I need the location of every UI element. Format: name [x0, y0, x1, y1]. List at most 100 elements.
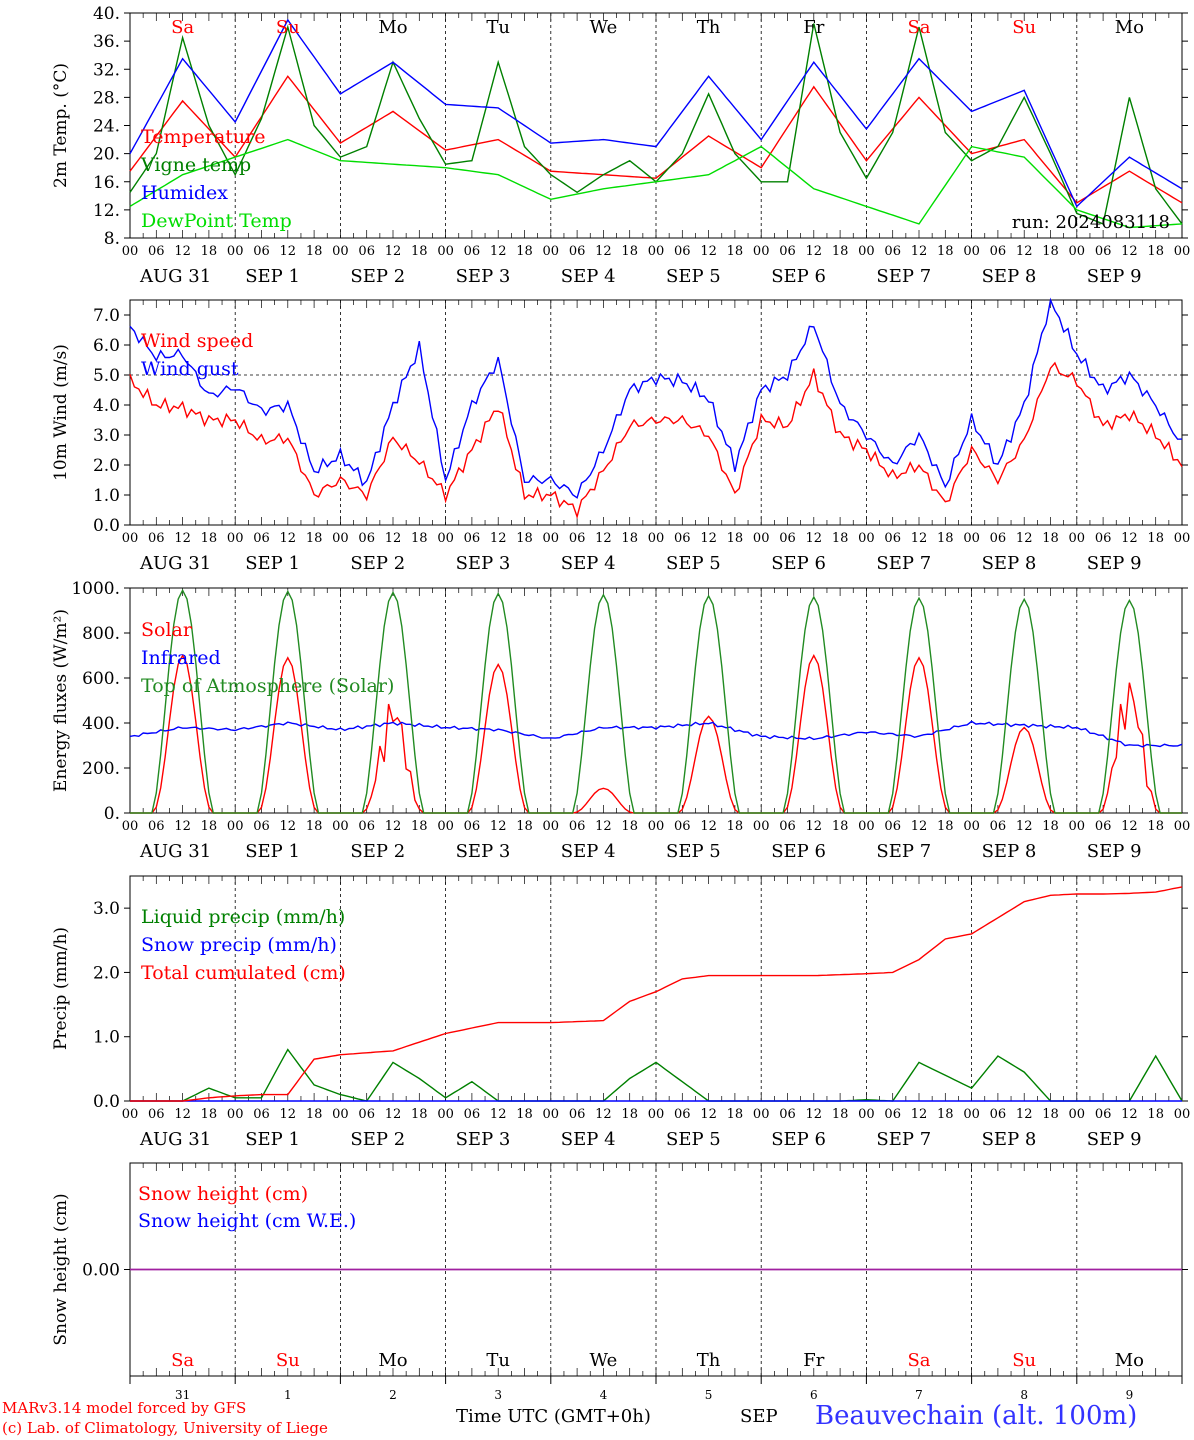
hour-tick-label: 12	[595, 1107, 612, 1122]
hour-tick-label: 06	[990, 244, 1007, 259]
date-label: SEP 2	[350, 1129, 405, 1150]
hour-tick-label: 06	[674, 1107, 691, 1122]
date-label: SEP 9	[1087, 266, 1142, 287]
y-axis-label: 2m Temp. (°C)	[51, 63, 71, 188]
y-axis-label: Energy fluxes (W/m²)	[51, 609, 71, 792]
hour-tick-label: 00	[648, 819, 665, 834]
legend-entry: Infrared	[141, 647, 221, 669]
y-tick-label: 32.	[93, 60, 120, 80]
hour-tick-label: 00	[437, 1107, 454, 1122]
weekday-label: Su	[1012, 1350, 1036, 1371]
hour-tick-label: 18	[411, 1107, 428, 1122]
legend-entry: Temperature	[141, 126, 265, 148]
legend-entry: Total cumulated (cm)	[141, 962, 346, 984]
hour-tick-label: 06	[779, 531, 796, 546]
hour-tick-label: 06	[884, 244, 901, 259]
date-label: AUG 31	[139, 1129, 211, 1150]
copyright: (c) Lab. of Climatology, University of L…	[2, 1419, 328, 1437]
legend-entry: Snow height (cm W.E.)	[138, 1210, 356, 1232]
hour-tick-label: 06	[569, 244, 586, 259]
hour-tick-label: 18	[1147, 1107, 1164, 1122]
hour-tick-label: 00	[648, 244, 665, 259]
hour-tick-label: 00	[1069, 1107, 1086, 1122]
hour-tick-label: 00	[753, 819, 770, 834]
date-label: SEP 4	[561, 841, 616, 862]
hour-tick-label: 00	[753, 1107, 770, 1122]
hour-tick-label: 12	[1121, 531, 1138, 546]
x-axis-label: Time UTC (GMT+0h)	[456, 1406, 651, 1427]
date-label: SEP 5	[666, 1129, 721, 1150]
hour-tick-label: 18	[621, 531, 638, 546]
weekday-label: Mo	[378, 17, 407, 38]
hour-tick-label: 12	[1121, 819, 1138, 834]
hour-tick-label: 18	[411, 244, 428, 259]
y-axis-label: Precip (mm/h)	[51, 927, 71, 1050]
y-tick-label: 2.0	[93, 963, 120, 983]
hour-tick-label: 18	[201, 531, 218, 546]
hour-tick-label: 00	[1069, 819, 1086, 834]
hour-tick-label: 12	[280, 819, 297, 834]
day-number-label: 2	[389, 1388, 397, 1402]
hour-tick-label: 00	[648, 531, 665, 546]
hour-tick-label: 00	[437, 819, 454, 834]
hour-tick-label: 06	[358, 1107, 375, 1122]
hour-tick-label: 06	[1095, 1107, 1112, 1122]
hour-tick-label: 00	[1174, 531, 1191, 546]
hour-tick-label: 06	[358, 244, 375, 259]
hour-tick-label: 18	[516, 244, 533, 259]
hour-tick-label: 12	[911, 819, 928, 834]
hour-tick-label: 18	[306, 819, 323, 834]
hour-tick-label: 18	[306, 1107, 323, 1122]
hour-tick-label: 00	[963, 819, 980, 834]
hour-tick-label: 18	[621, 244, 638, 259]
y-tick-label: 0.0	[93, 516, 120, 536]
hour-tick-label: 12	[595, 531, 612, 546]
weekday-label: Sa	[171, 1350, 194, 1371]
run-label: run: 2024083118	[1012, 212, 1170, 233]
weekday-label: Su	[276, 17, 300, 38]
hour-tick-label: 06	[779, 819, 796, 834]
date-label: SEP 3	[456, 841, 511, 862]
hour-tick-label: 06	[253, 244, 270, 259]
panel-frame	[129, 299, 1183, 526]
hour-tick-label: 12	[174, 1107, 191, 1122]
date-label: SEP 3	[456, 553, 511, 574]
date-label: SEP 4	[561, 553, 616, 574]
hour-tick-label: 12	[174, 244, 191, 259]
hour-tick-label: 00	[332, 819, 349, 834]
hour-tick-label: 00	[227, 819, 244, 834]
hour-tick-label: 00	[1174, 819, 1191, 834]
hour-tick-label: 12	[806, 819, 823, 834]
y-tick-label: 1.0	[93, 1028, 120, 1048]
date-label: SEP 5	[666, 266, 721, 287]
date-label: SEP 3	[456, 266, 511, 287]
hour-tick-label: 00	[332, 531, 349, 546]
hour-tick-label: 12	[1016, 531, 1033, 546]
hour-tick-label: 18	[937, 1107, 954, 1122]
hour-tick-label: 18	[621, 819, 638, 834]
y-tick-label: 200.	[82, 759, 120, 779]
hour-tick-label: 18	[411, 531, 428, 546]
date-label: AUG 31	[139, 553, 211, 574]
weekday-label: Fr	[803, 1350, 824, 1371]
hour-tick-label: 18	[1042, 244, 1059, 259]
hour-tick-label: 12	[1121, 244, 1138, 259]
hour-tick-label: 18	[937, 819, 954, 834]
hour-tick-label: 06	[569, 531, 586, 546]
date-label: SEP 9	[1087, 1129, 1142, 1150]
y-tick-label: 40.	[93, 4, 120, 24]
y-tick-label: 36.	[93, 32, 120, 52]
hour-tick-label: 06	[464, 531, 481, 546]
hour-tick-label: 00	[648, 1107, 665, 1122]
hour-tick-label: 06	[464, 1107, 481, 1122]
hour-tick-label: 06	[148, 1107, 165, 1122]
hour-tick-label: 18	[201, 1107, 218, 1122]
hour-tick-label: 12	[280, 1107, 297, 1122]
date-label: SEP 6	[771, 553, 826, 574]
date-label: SEP 7	[876, 553, 931, 574]
hour-tick-label: 00	[963, 1107, 980, 1122]
hour-tick-label: 06	[148, 244, 165, 259]
hour-tick-label: 06	[358, 531, 375, 546]
y-tick-label: 16.	[93, 173, 120, 193]
hour-tick-label: 06	[1095, 244, 1112, 259]
